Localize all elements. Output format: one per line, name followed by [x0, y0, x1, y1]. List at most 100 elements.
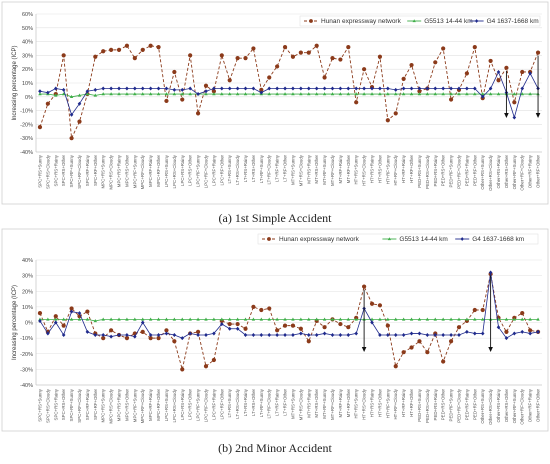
chart-a-series-1-point — [228, 92, 232, 96]
chart-b-series-0-point — [425, 350, 430, 355]
chart-b-series-1-point — [307, 317, 311, 321]
chart-b-category-label: HT+RF+Rainy — [401, 388, 406, 417]
chart-a-category-label: Other+RF+Sunny — [512, 154, 517, 189]
chart-b-series-2-point — [512, 331, 517, 336]
chart-a-series-2-point — [386, 86, 390, 91]
chart-a-series-0-point — [385, 118, 390, 123]
chart-b-category-label: MPC+RS+Other — [124, 388, 129, 421]
chart-b-series-0-point — [140, 329, 145, 334]
chart-a-category-label: MPC+RS+Sunny — [101, 154, 106, 188]
chart-a-series-0-point — [172, 69, 177, 75]
chart-a-series-2-point — [346, 86, 351, 91]
chart-b-series-1-point — [314, 317, 319, 321]
chart-a-series-1-point — [299, 92, 303, 96]
chart-b-series-2-point — [299, 331, 303, 336]
chart-b-category-label: MT+RS+Sunny — [290, 388, 295, 419]
chart-b-category-label: PED+RF+Rainy — [464, 388, 469, 420]
chart-b-series-0-point — [180, 367, 185, 372]
chart-a-category-label: LT+RS+Rainy — [243, 154, 248, 182]
chart-a-legend-label-0: Hunan expressway network — [321, 18, 402, 25]
chart-b-ytick-label: 0% — [25, 321, 33, 327]
chart-a-series-2-point — [251, 86, 256, 91]
chart-a-category-label: LT+RS+Other — [251, 154, 256, 182]
chart-a-series-0-point — [219, 53, 224, 58]
chart-a-series-1-point — [235, 92, 240, 96]
chart-b-series-0-point — [456, 325, 462, 330]
chart-a-series-0-point — [132, 56, 137, 61]
chart-a-series-2-point — [425, 86, 430, 91]
chart-a-category-label: MT+RS+Other — [314, 154, 319, 183]
chart-a-series-2-point — [306, 86, 311, 91]
chart-a-category-label: LPC+RF+Cloudy — [203, 154, 208, 188]
chart-b-category-label: PED+RS+Cloudy — [425, 388, 430, 423]
chart-b-series-2-point — [133, 334, 137, 339]
chart-a-ytick-label: 20% — [22, 67, 33, 73]
chart-b-series-1-point — [330, 317, 335, 321]
chart-b-series-1-point — [346, 317, 350, 321]
chart-b-series-1-point — [212, 317, 216, 321]
chart-b-series-2-point — [204, 333, 208, 337]
chart-b-category-label: SPC+RF+Sunny — [69, 388, 74, 421]
chart-b-category-label: MT+RF+Rainy — [338, 388, 343, 417]
chart-a-series-2-point — [362, 86, 366, 91]
chart-a-category-label: MPC+RF+Cloudy — [140, 154, 145, 189]
chart-a-category-label: SPC+RF+Sunny — [69, 154, 74, 187]
chart-a-series-2-point — [196, 92, 200, 97]
chart-a-series-1-point — [85, 92, 90, 96]
chart-a-ytick-label: 0% — [25, 95, 33, 101]
chart-b-category-label: LPC+RF+Other — [219, 388, 224, 419]
chart-b-series-0-line — [39, 273, 539, 370]
chart-a-series-1-point — [465, 92, 469, 96]
chart-a-series-0-point — [362, 67, 367, 72]
chart-b-series-0-point — [243, 326, 248, 331]
chart-b-series-0-point — [148, 336, 153, 341]
chart-b-series-0-point — [61, 323, 66, 328]
chart-a-series-1-point — [141, 92, 145, 96]
chart-b-category-label: LPC+RS+Cloudy — [172, 388, 177, 422]
chart-b-series-2-point — [386, 333, 390, 337]
chart-b-series-2-point — [283, 333, 287, 337]
chart-a-legend-marker-1 — [412, 19, 416, 23]
chart-b-series-2-point — [306, 333, 311, 337]
chart-b-series-1-point — [101, 317, 105, 321]
chart-b-category-label: SPC+RF+Cloudy — [77, 388, 82, 422]
chart-a-series-2-point — [528, 71, 532, 76]
chart-b-series-0-point — [306, 339, 311, 344]
chart-panel-b: 40% 30% 20% 10% 0% -10% -20% -30% -40% Increasing… — [1, 228, 549, 432]
chart-b-ytick-label: 30% — [22, 274, 33, 280]
chart-b-category-label: SPC+RS+Sunny — [37, 388, 42, 422]
chart-a-series-2-point — [243, 86, 248, 91]
chart-b-series-2-point — [172, 333, 177, 337]
chart-a-series-0-point — [275, 64, 280, 69]
chart-a-series-0-point — [535, 50, 541, 55]
chart-b-series-0-point — [298, 326, 303, 331]
chart-b-series-0-point — [338, 321, 343, 327]
chart-a-series-0-point — [61, 53, 66, 58]
chart-b-category-label: LT+RF+Other — [283, 388, 288, 415]
chart-a-series-1-point — [77, 93, 82, 97]
chart-a-category-label: SPC+RF+Rainy — [85, 154, 90, 186]
chart-a-series-2-point — [520, 86, 525, 91]
chart-a-ytick-label: -40% — [20, 150, 33, 156]
chart-b-series-1-point — [299, 317, 303, 321]
chart-b-series-2-point — [267, 333, 272, 337]
chart-a-category-label: MPC+RF+Sunny — [132, 154, 137, 188]
chart-a-series-2-point — [433, 86, 438, 91]
chart-b-category-label: Other+RS+Rainy — [496, 388, 501, 422]
chart-a-series-0-point — [109, 47, 114, 52]
chart-a-category-label: LT+RF+Other — [283, 154, 288, 181]
chart-a-series-1-point — [496, 92, 501, 96]
chart-b-series-2-point — [77, 311, 82, 316]
chart-a-category-label: LT+RF+Sunny — [259, 154, 264, 183]
chart-a-series-2-point — [69, 112, 74, 117]
chart-b-series-2-line — [39, 272, 539, 339]
chart-a-ytick-label: -20% — [20, 122, 33, 128]
chart-a-series-1-point — [204, 92, 208, 96]
chart-a-category-label: LT+RF+Cloudy — [267, 154, 272, 184]
chart-a-series-0-point — [101, 49, 106, 54]
chart-b-series-0-point — [251, 304, 256, 309]
chart-a-series-2-point — [219, 86, 224, 91]
chart-a-series-1-point — [164, 92, 169, 96]
chart-b-series-2-point — [117, 333, 121, 337]
chart-a-category-label: HT+RS+Sunny — [354, 154, 359, 184]
